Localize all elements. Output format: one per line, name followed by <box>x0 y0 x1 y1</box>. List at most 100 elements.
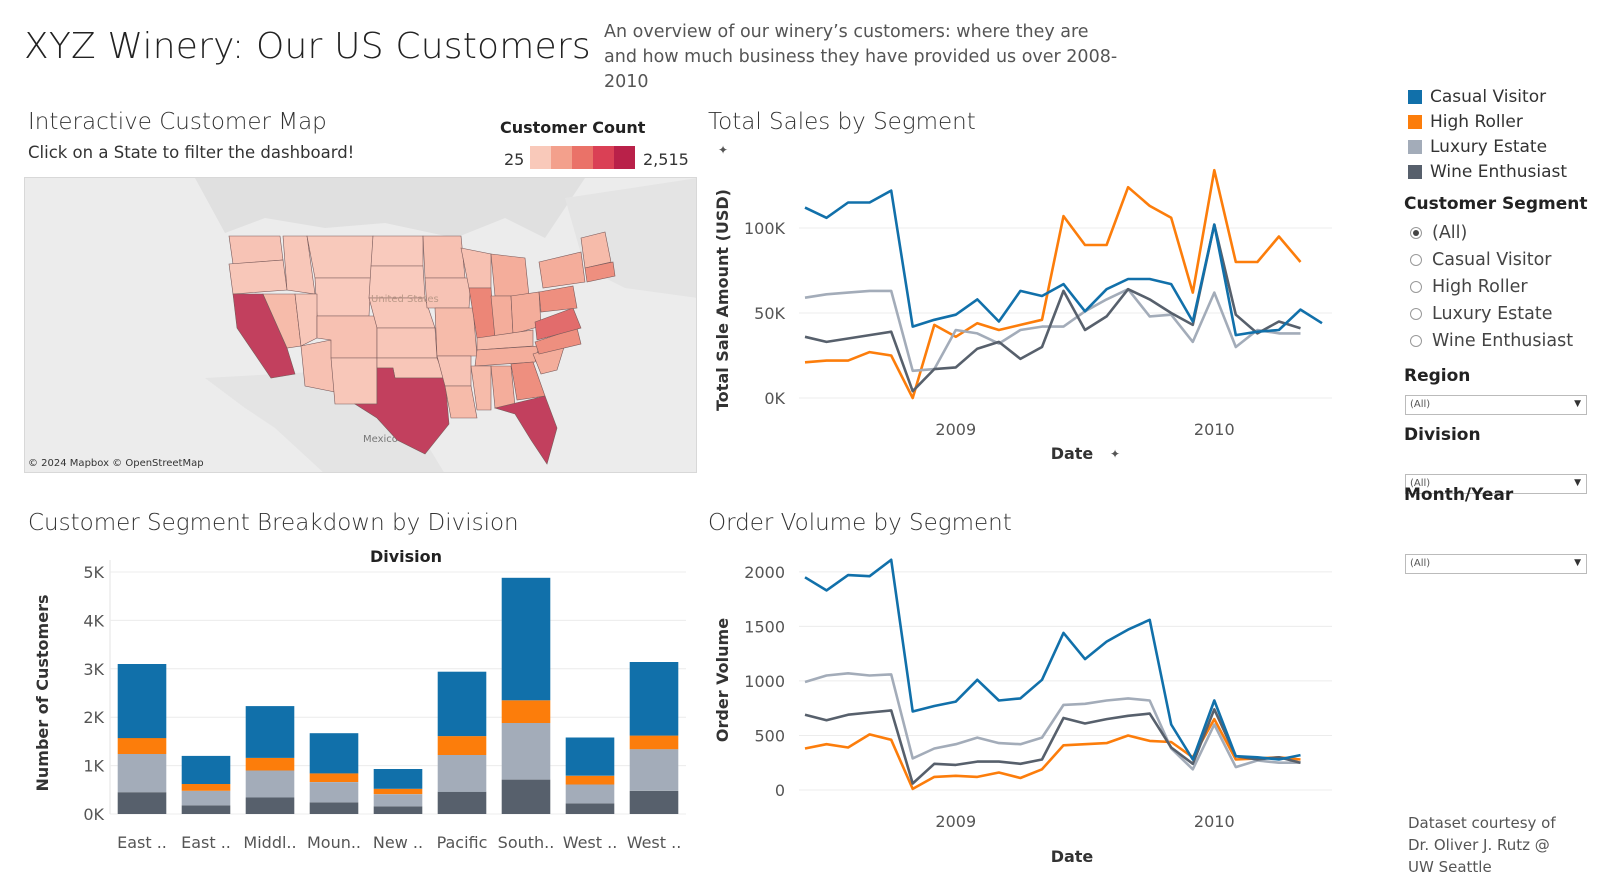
region-dropdown[interactable]: (All) ▼ <box>1405 395 1587 415</box>
bar-segment-wine-enthusiast[interactable] <box>245 797 295 815</box>
radio-label: Luxury Estate <box>1432 303 1553 324</box>
state-mo[interactable] <box>434 307 478 357</box>
series-line-luxury-estate[interactable] <box>804 287 1301 373</box>
state-mn[interactable] <box>422 235 466 279</box>
state-az[interactable] <box>300 339 336 393</box>
state-pa[interactable] <box>538 285 578 313</box>
bar-segment-wine-enthusiast[interactable] <box>437 791 487 814</box>
state-wa[interactable] <box>228 235 284 265</box>
bar-segment-luxury-estate[interactable] <box>373 794 423 807</box>
radio-icon[interactable] <box>1410 226 1422 239</box>
bar-segment-wine-enthusiast[interactable] <box>565 803 615 814</box>
bar-segment-luxury-estate[interactable] <box>565 784 615 804</box>
bar-segment-luxury-estate[interactable] <box>437 755 487 792</box>
bar-segment-wine-enthusiast[interactable] <box>629 790 679 814</box>
state-ks[interactable] <box>376 327 438 359</box>
chevron-down-icon[interactable]: ▼ <box>1574 558 1581 568</box>
bar-segment-casual-visitor[interactable] <box>629 662 679 736</box>
series-line-high-roller[interactable] <box>804 168 1302 400</box>
bar-segment-casual-visitor[interactable] <box>565 737 615 776</box>
customer-map[interactable]: Mexico <box>24 177 697 473</box>
bar-segment-high-roller[interactable] <box>629 735 679 750</box>
bar-segment-casual-visitor[interactable] <box>373 769 423 789</box>
chevron-down-icon[interactable]: ▼ <box>1574 478 1581 488</box>
division-chart[interactable]: Division Number of Customers 0K 1K 2K 3K 4K 5… <box>24 548 704 868</box>
bar-segment-high-roller[interactable] <box>373 788 423 795</box>
pin-icon[interactable]: ✦ <box>718 143 728 157</box>
state-ky[interactable] <box>476 329 534 351</box>
segment-option-casual[interactable]: Casual Visitor <box>1410 246 1573 273</box>
bar-segment-high-roller[interactable] <box>565 775 615 785</box>
state-nm[interactable] <box>330 357 378 405</box>
series-line-wine-enthusiast[interactable] <box>804 223 1301 393</box>
bar-segment-luxury-estate[interactable] <box>181 790 231 806</box>
state-ma[interactable] <box>584 261 616 283</box>
bar-segment-wine-enthusiast[interactable] <box>181 805 231 814</box>
bar-segment-wine-enthusiast[interactable] <box>117 792 167 814</box>
bar-segment-casual-visitor[interactable] <box>437 671 487 737</box>
radio-icon[interactable] <box>1410 307 1422 320</box>
volume-chart[interactable]: Order Volume Date 0 500 1000 1500 2000 2009 20… <box>700 548 1380 878</box>
state-va[interactable] <box>534 307 582 341</box>
bar-segment-high-roller[interactable] <box>245 757 295 771</box>
sales-chart[interactable]: ✦ Total Sale Amount (USD) Date ✦ 0K 50K 10… <box>700 140 1380 480</box>
bar-segment-casual-visitor[interactable] <box>117 664 167 739</box>
bar-segment-high-roller[interactable] <box>117 738 167 754</box>
bar-segment-wine-enthusiast[interactable] <box>373 806 423 814</box>
series-line-casual-visitor[interactable] <box>804 558 1301 761</box>
us-states[interactable] <box>228 231 616 465</box>
bar-segment-wine-enthusiast[interactable] <box>501 779 551 814</box>
legend-label: Casual Visitor <box>1430 86 1547 107</box>
state-new-england[interactable] <box>580 231 612 269</box>
state-fl[interactable] <box>493 395 558 465</box>
bar-segment-casual-visitor[interactable] <box>309 733 359 774</box>
legend-item-luxury[interactable]: Luxury Estate <box>1408 134 1567 159</box>
chevron-down-icon[interactable]: ▼ <box>1574 399 1581 409</box>
series-line-luxury-estate[interactable] <box>804 672 1301 771</box>
bar-segment-luxury-estate[interactable] <box>501 723 551 780</box>
month-dropdown[interactable]: (All) ▼ <box>1405 554 1587 574</box>
bar-segment-high-roller[interactable] <box>181 784 231 791</box>
state-or[interactable] <box>228 259 288 295</box>
division-dropdown[interactable]: (All) ▼ <box>1405 474 1587 494</box>
legend-item-high-roller[interactable]: High Roller <box>1408 109 1567 134</box>
series-line-high-roller[interactable] <box>804 717 1301 791</box>
bar-segment-luxury-estate[interactable] <box>117 754 167 793</box>
bar-segment-high-roller[interactable] <box>309 773 359 782</box>
series-line-casual-visitor[interactable] <box>804 189 1323 337</box>
bar-segment-casual-visitor[interactable] <box>501 577 551 701</box>
radio-icon[interactable] <box>1410 334 1422 347</box>
state-tx[interactable] <box>353 367 450 455</box>
radio-icon[interactable] <box>1410 253 1422 266</box>
legend-item-enthusiast[interactable]: Wine Enthusiast <box>1408 159 1567 184</box>
state-al[interactable] <box>490 365 516 409</box>
state-nd[interactable] <box>370 235 424 267</box>
state-mt[interactable] <box>306 235 374 279</box>
segment-option-luxury[interactable]: Luxury Estate <box>1410 300 1573 327</box>
radio-icon[interactable] <box>1410 280 1422 293</box>
state-ny[interactable] <box>538 251 586 289</box>
state-ms[interactable] <box>470 365 492 411</box>
state-mi[interactable] <box>490 253 530 297</box>
bar-segment-wine-enthusiast[interactable] <box>309 802 359 814</box>
map-canvas[interactable]: Mexico <box>25 178 697 473</box>
bar-segment-casual-visitor[interactable] <box>245 706 295 758</box>
state-tn[interactable] <box>474 345 540 367</box>
state-in[interactable] <box>490 295 514 339</box>
legend-item-casual[interactable]: Casual Visitor <box>1408 84 1567 109</box>
bar-segment-high-roller[interactable] <box>501 700 551 723</box>
bar-segment-casual-visitor[interactable] <box>181 755 231 784</box>
series-line-wine-enthusiast[interactable] <box>804 708 1301 785</box>
y-tick-label: 1000 <box>744 672 785 691</box>
state-la[interactable] <box>444 385 478 419</box>
state-wy[interactable] <box>314 277 372 317</box>
segment-option-enthusiast[interactable]: Wine Enthusiast <box>1410 327 1573 354</box>
bar-segment-luxury-estate[interactable] <box>309 782 359 803</box>
segment-option-all[interactable]: (All) <box>1410 219 1573 246</box>
segment-option-high-roller[interactable]: High Roller <box>1410 273 1573 300</box>
bar-segment-luxury-estate[interactable] <box>245 770 295 798</box>
segment-filter[interactable]: (All) Casual Visitor High Roller Luxury … <box>1410 219 1573 354</box>
bar-segment-high-roller[interactable] <box>437 736 487 755</box>
pin-icon[interactable]: ✦ <box>1110 447 1120 461</box>
bar-segment-luxury-estate[interactable] <box>629 749 679 791</box>
